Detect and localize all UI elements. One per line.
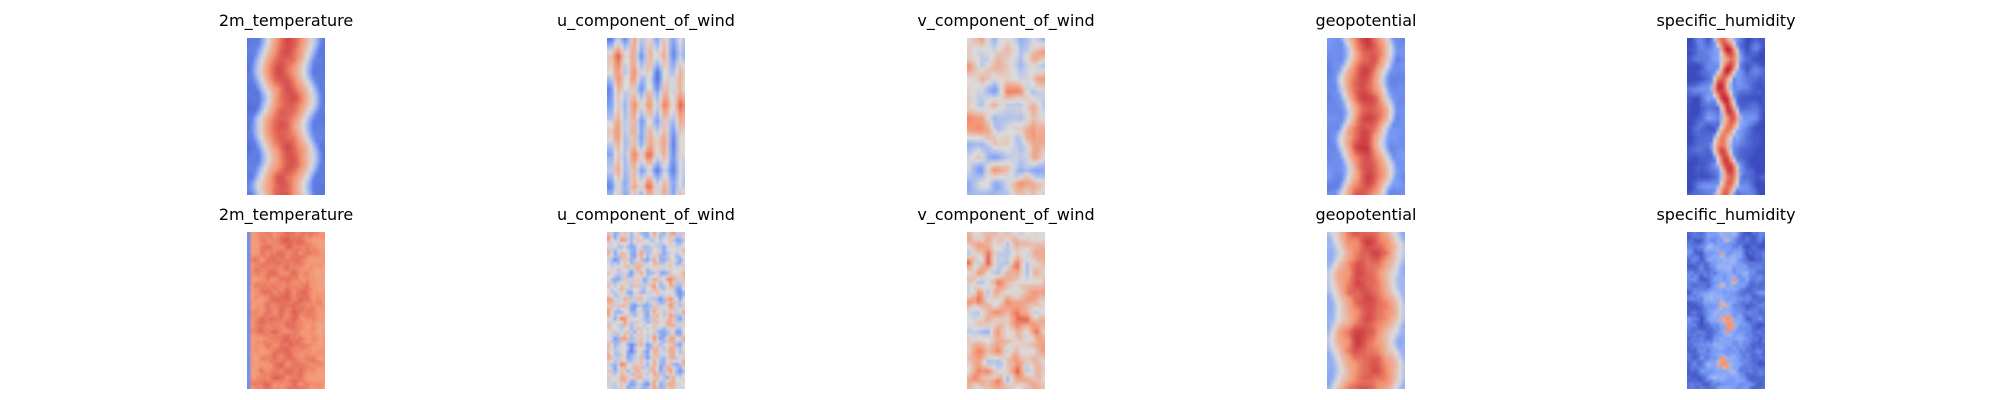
panel-title: 2m_temperature: [218, 205, 354, 224]
heatmap-panel-2m-temperature-top: 2m_temperature: [219, 11, 353, 195]
heatmap-image: [1327, 232, 1405, 389]
heatmap-panel-geopotential-bottom: geopotential: [1316, 205, 1416, 389]
heatmap-image: [1687, 232, 1765, 389]
panel-title: geopotential: [1315, 205, 1417, 224]
heatmap-image: [607, 232, 685, 389]
panel-title: specific_humidity: [1656, 205, 1796, 224]
heatmap-image: [247, 232, 325, 389]
heatmap-panel-v-component-of-wind-top: v_component_of_wind: [917, 11, 1095, 195]
heatmap-image: [967, 38, 1045, 195]
heatmap-image: [1687, 38, 1765, 195]
heatmap-image: [967, 232, 1045, 389]
heatmap-panel-2m-temperature-bottom: 2m_temperature: [219, 205, 353, 389]
panel-title: v_component_of_wind: [917, 11, 1095, 30]
panel-title: u_component_of_wind: [557, 205, 735, 224]
heatmap-panel-u-component-of-wind-top: u_component_of_wind: [557, 11, 735, 195]
panel-title: geopotential: [1315, 11, 1417, 30]
panel-title: specific_humidity: [1656, 11, 1796, 30]
heatmap-panel-specific-humidity-top: specific_humidity: [1656, 11, 1796, 195]
panel-title: u_component_of_wind: [557, 11, 735, 30]
heatmap-image: [1327, 38, 1405, 195]
heatmap-image: [607, 38, 685, 195]
heatmap-panel-u-component-of-wind-bottom: u_component_of_wind: [557, 205, 735, 389]
heatmap-panel-specific-humidity-bottom: specific_humidity: [1656, 205, 1796, 389]
heatmap-image: [247, 38, 325, 195]
panel-title: v_component_of_wind: [917, 205, 1095, 224]
heatmap-panel-geopotential-top: geopotential: [1316, 11, 1416, 195]
heatmap-panel-v-component-of-wind-bottom: v_component_of_wind: [917, 205, 1095, 389]
panel-title: 2m_temperature: [218, 11, 354, 30]
